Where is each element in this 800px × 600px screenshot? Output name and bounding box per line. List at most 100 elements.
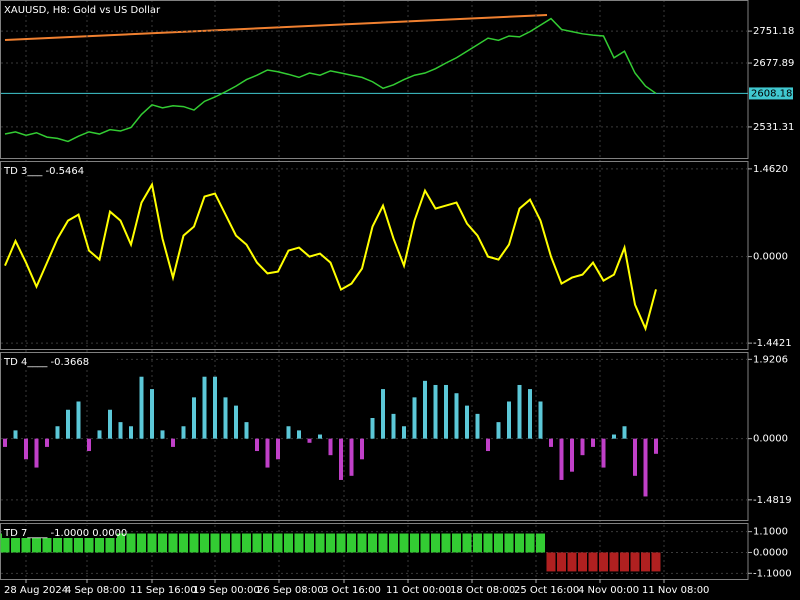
histogram-bar bbox=[189, 533, 199, 553]
histogram-bar bbox=[389, 533, 398, 553]
histogram-bar bbox=[318, 434, 322, 439]
x-tick-label: 11 Oct 00:00 bbox=[386, 585, 451, 596]
x-tick-label: 18 Oct 08:00 bbox=[450, 585, 515, 596]
histogram-bar bbox=[578, 552, 587, 572]
histogram-bar bbox=[126, 533, 136, 553]
histogram-bar bbox=[95, 533, 104, 553]
histogram-bar bbox=[609, 552, 619, 572]
histogram-bar bbox=[139, 376, 144, 439]
histogram-bar bbox=[24, 438, 28, 460]
histogram-bar bbox=[265, 438, 270, 468]
current-price-label: 2608.18 bbox=[751, 88, 792, 99]
histogram-bar bbox=[53, 533, 62, 553]
histogram-bar bbox=[423, 380, 427, 439]
panel-border bbox=[0, 0, 749, 159]
histogram-bar bbox=[360, 438, 364, 460]
histogram-bar bbox=[273, 533, 283, 553]
histogram-bar bbox=[452, 533, 461, 553]
y-tick-label: 0.0000 bbox=[753, 434, 788, 445]
panel-title-bg bbox=[2, 164, 117, 176]
histogram-bar bbox=[431, 533, 440, 553]
histogram-bar bbox=[202, 376, 207, 439]
histogram-bar bbox=[591, 438, 595, 447]
histogram-bar bbox=[612, 434, 616, 439]
x-tick-label: 19 Sep 00:00 bbox=[193, 585, 260, 596]
histogram-bar bbox=[654, 438, 658, 454]
histogram-bar bbox=[336, 533, 346, 553]
y-tick-label: 2677.89 bbox=[753, 58, 794, 69]
x-tick-label: 3 Oct 16:00 bbox=[322, 585, 381, 596]
histogram-bar bbox=[496, 422, 501, 439]
histogram-bar bbox=[528, 389, 532, 439]
histogram-bar bbox=[399, 533, 409, 553]
current-price-tag bbox=[749, 87, 793, 100]
histogram-bar bbox=[160, 430, 165, 439]
histogram-bar bbox=[231, 533, 241, 553]
histogram-bar bbox=[34, 438, 39, 468]
histogram-bar bbox=[549, 438, 553, 447]
histogram-bar bbox=[475, 413, 480, 439]
histogram-bar bbox=[286, 426, 291, 439]
panel-border bbox=[0, 161, 749, 350]
histogram-bar bbox=[339, 438, 343, 480]
panel-title-bg bbox=[2, 355, 117, 367]
x-tick-label: 28 Aug 2024 bbox=[4, 585, 68, 596]
histogram-bar bbox=[622, 426, 627, 439]
histogram-bar bbox=[315, 533, 325, 553]
histogram-bar bbox=[444, 384, 448, 439]
histogram-bar bbox=[55, 426, 60, 439]
histogram-bar bbox=[221, 533, 230, 553]
histogram-bar bbox=[74, 533, 83, 553]
histogram-bar bbox=[223, 397, 228, 439]
x-tick-label: 11 Nov 08:00 bbox=[642, 585, 709, 596]
histogram-bar bbox=[370, 418, 375, 439]
histogram-bar bbox=[381, 389, 385, 439]
histogram-bar bbox=[433, 384, 438, 439]
histogram-bar bbox=[192, 397, 196, 439]
histogram-bar bbox=[347, 533, 356, 553]
histogram-bar bbox=[525, 533, 535, 553]
histogram-bar bbox=[234, 405, 238, 439]
histogram-bar bbox=[63, 533, 73, 553]
histogram-bar bbox=[412, 397, 417, 439]
histogram-bar bbox=[158, 533, 167, 553]
histogram-bar bbox=[255, 438, 259, 452]
histogram-bar bbox=[87, 438, 91, 452]
histogram-bar bbox=[108, 409, 112, 439]
histogram-bar bbox=[368, 533, 377, 553]
x-tick-label: 11 Sep 16:00 bbox=[130, 585, 197, 596]
y-tick-label: 0.0000 bbox=[753, 547, 788, 558]
histogram-bar bbox=[42, 533, 52, 553]
histogram-bar bbox=[599, 552, 608, 572]
panel-title-bg bbox=[2, 3, 152, 15]
y-tick-label: 2531.31 bbox=[753, 122, 794, 133]
trend-line bbox=[4, 14, 548, 41]
histogram-bar bbox=[567, 552, 577, 572]
histogram-bar bbox=[244, 422, 249, 439]
panel-title: TD 4____ -0.3668 bbox=[3, 357, 89, 368]
histogram-bar bbox=[66, 409, 70, 439]
histogram-bar bbox=[570, 438, 574, 472]
histogram-bar bbox=[21, 533, 31, 553]
histogram-bar bbox=[559, 438, 564, 480]
series-line bbox=[4, 17, 657, 143]
histogram-bar bbox=[378, 533, 388, 553]
histogram-bar bbox=[45, 438, 49, 447]
y-tick-label: -1.4421 bbox=[753, 338, 792, 349]
histogram-bar bbox=[643, 438, 648, 497]
histogram-bar bbox=[326, 533, 335, 553]
histogram-bar bbox=[13, 430, 18, 439]
histogram-bar bbox=[486, 438, 490, 452]
histogram-bar bbox=[118, 422, 123, 439]
y-tick-label: 1.9206 bbox=[753, 354, 788, 365]
histogram-bar bbox=[294, 533, 304, 553]
histogram-bar bbox=[546, 552, 556, 572]
histogram-bar bbox=[284, 533, 293, 553]
histogram-bar bbox=[0, 533, 10, 553]
histogram-bar bbox=[97, 430, 102, 439]
panel-border bbox=[0, 352, 749, 521]
x-tick-label: 4 Nov 00:00 bbox=[578, 585, 639, 596]
histogram-bar bbox=[84, 533, 94, 553]
